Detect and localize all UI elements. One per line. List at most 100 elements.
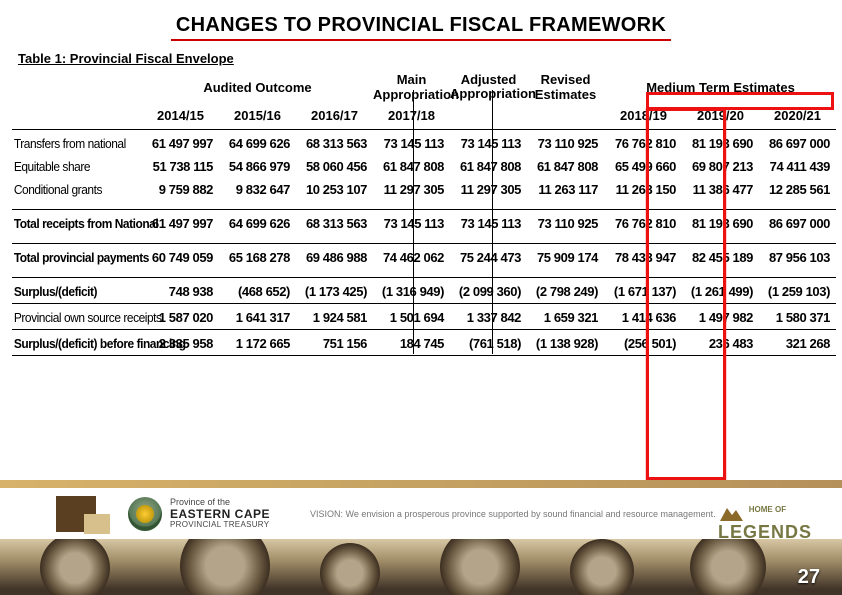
province-sub: PROVINCIAL TREASURY: [170, 521, 270, 530]
row-label: Total receipts from National: [12, 210, 132, 236]
row-label: Provincial own source receipts: [12, 304, 132, 330]
yr-3: 2017/18: [373, 102, 450, 130]
grp-rev-est: Revised Estimates: [527, 70, 604, 102]
yr-4: [450, 102, 527, 130]
cell: 12 285 561: [759, 178, 836, 201]
table-row: Total provincial payments60 749 05965 16…: [12, 244, 836, 270]
cell: 61 847 808: [450, 155, 527, 178]
cell: (2 798 249): [527, 278, 604, 304]
table-row: Total receipts from National61 497 99764…: [12, 210, 836, 236]
cell: 9 759 882: [142, 178, 219, 201]
cell: 73 145 113: [450, 130, 527, 156]
cell: (1 261 499): [682, 278, 759, 304]
cell: 751 156: [296, 330, 373, 356]
vline-main-adj: [413, 90, 414, 354]
table-row: Equitable share51 738 11554 866 97958 06…: [12, 155, 836, 178]
cell: 74 411 439: [759, 155, 836, 178]
cell: 73 145 113: [373, 210, 450, 236]
yr-8: 2020/21: [759, 102, 836, 130]
vision-text: VISION: We envision a prosperous provinc…: [310, 509, 716, 519]
legends-logo: HOME OF LEGENDS: [718, 504, 812, 543]
row-label: Surplus/(deficit) before financing: [12, 330, 132, 356]
cell: 1 580 371: [759, 304, 836, 330]
cell: 78 433 947: [605, 244, 682, 270]
cell: 10 253 107: [296, 178, 373, 201]
cell: 81 193 690: [682, 210, 759, 236]
year-header-row: 2014/15 2015/16 2016/17 2017/18 2018/19 …: [12, 102, 836, 130]
province-text: Province of the EASTERN CAPE PROVINCIAL …: [170, 498, 270, 530]
grp-main-appr: Main Appropriation: [373, 70, 450, 102]
footer-gold-band: [0, 480, 842, 488]
cell: 68 313 563: [296, 130, 373, 156]
table-row: Provincial own source receipts1 587 0201…: [12, 304, 836, 330]
yr-2: 2016/17: [296, 102, 373, 130]
cell: 64 699 626: [219, 130, 296, 156]
gear-icon: [690, 539, 766, 595]
cell: 61 497 997: [142, 130, 219, 156]
cell: (1 259 103): [759, 278, 836, 304]
group-header-row: Audited Outcome Main Appropriation Adjus…: [12, 70, 836, 102]
cell: 81 193 690: [682, 130, 759, 156]
cell: 65 499 660: [605, 155, 682, 178]
gear-icon: [40, 539, 110, 595]
footer-tan-square: [84, 514, 110, 534]
cell: 75 909 174: [527, 244, 604, 270]
slide-footer: Province of the EASTERN CAPE PROVINCIAL …: [0, 480, 842, 595]
slide-page: CHANGES TO PROVINCIAL FISCAL FRAMEWORK T…: [0, 0, 842, 595]
cell: 184 745: [373, 330, 450, 356]
cell: 73 145 113: [373, 130, 450, 156]
cell: 58 060 456: [296, 155, 373, 178]
footer-gears-band: [0, 539, 842, 595]
title-underline: [171, 39, 671, 41]
table-row: [12, 201, 836, 210]
footer-logo-row: Province of the EASTERN CAPE PROVINCIAL …: [0, 490, 842, 538]
cell: 75 244 473: [450, 244, 527, 270]
cell: 1 641 317: [219, 304, 296, 330]
cell: (2 099 360): [450, 278, 527, 304]
table-row: [12, 235, 836, 244]
cell: 748 938: [142, 278, 219, 304]
cell: 82 455 189: [682, 244, 759, 270]
cell: 11 297 305: [450, 178, 527, 201]
page-number: 27: [798, 566, 820, 589]
cell: (761 518): [450, 330, 527, 356]
cell: 1 924 581: [296, 304, 373, 330]
row-label: Total provincial payments: [12, 244, 132, 270]
cell: 65 168 278: [219, 244, 296, 270]
row-label: Equitable share: [12, 155, 132, 178]
vline-adj-rev: [492, 90, 493, 354]
yr-1: 2015/16: [219, 102, 296, 130]
table-row: Conditional grants 9 759 8829 832 64710 2…: [12, 178, 836, 201]
table-body: Transfers from national 61 497 99764 699 …: [12, 130, 836, 356]
cell: 1 501 694: [373, 304, 450, 330]
cell: 9 832 647: [219, 178, 296, 201]
fiscal-table-wrap: Audited Outcome Main Appropriation Adjus…: [12, 70, 832, 356]
cell: 1 337 842: [450, 304, 527, 330]
cell: (1 316 949): [373, 278, 450, 304]
cell: (1 671 137): [605, 278, 682, 304]
table-row: Surplus/(deficit) before financing2 335 …: [12, 330, 836, 356]
row-label: Conditional grants: [12, 178, 132, 201]
mountain-icon: [718, 504, 744, 522]
cell: (256 501): [605, 330, 682, 356]
gear-icon: [180, 539, 270, 595]
grp-adj-appr: Adjusted Appropriation: [450, 70, 527, 102]
legends-top: HOME OF: [749, 505, 786, 514]
cell: 11 297 305: [373, 178, 450, 201]
cell: 1 497 982: [682, 304, 759, 330]
grp-audited: Audited Outcome: [142, 70, 373, 102]
cell: 321 268: [759, 330, 836, 356]
cell: 73 110 925: [527, 210, 604, 236]
cell: 69 486 988: [296, 244, 373, 270]
grp-mte: Medium Term Estimates: [605, 70, 836, 102]
row-label: Transfers from national: [12, 130, 132, 156]
cell: 54 866 979: [219, 155, 296, 178]
cell: 61 847 808: [373, 155, 450, 178]
gear-icon: [320, 543, 380, 595]
cell: 1 659 321: [527, 304, 604, 330]
cell: 69 807 213: [682, 155, 759, 178]
table-caption: Table 1: Provincial Fiscal Envelope: [0, 51, 842, 66]
yr-7: 2019/20: [682, 102, 759, 130]
yr-6: 2018/19: [605, 102, 682, 130]
table-row: Transfers from national 61 497 99764 699 …: [12, 130, 836, 156]
